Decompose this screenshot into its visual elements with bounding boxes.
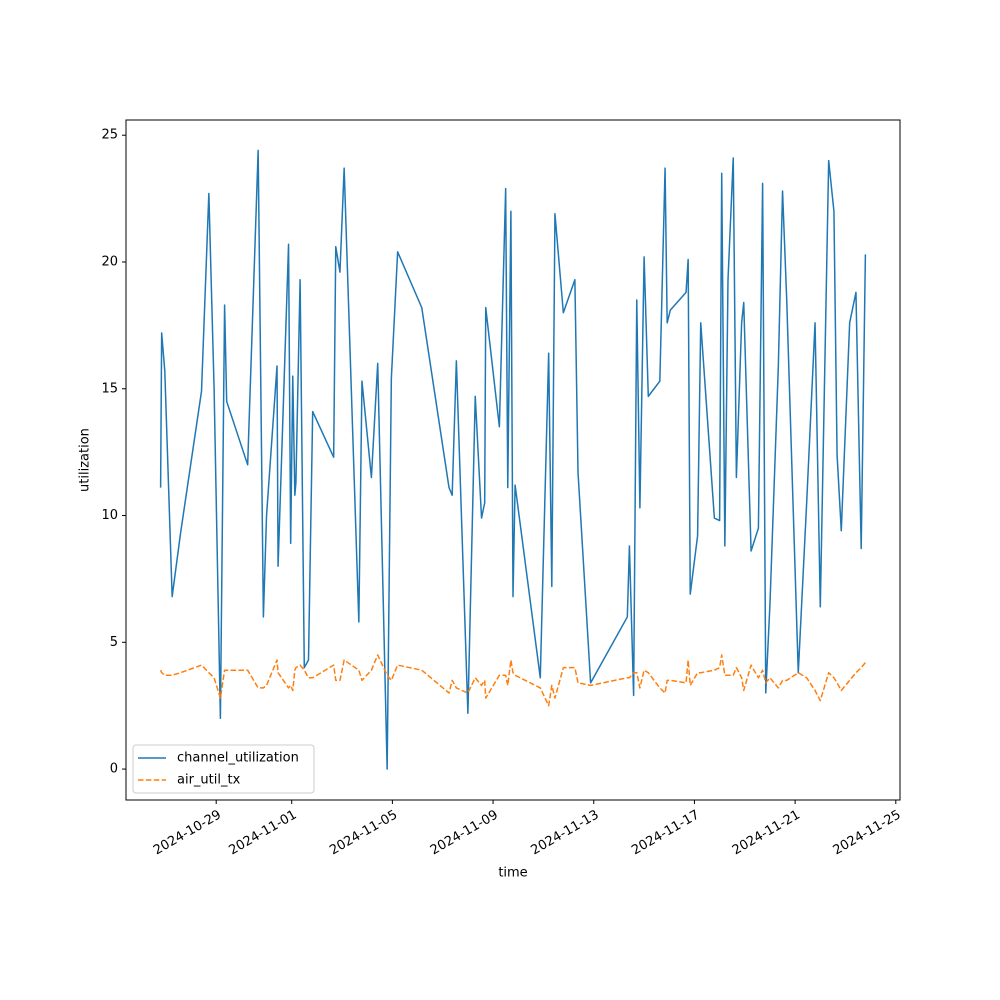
data-line [159, 149, 867, 770]
legend-label: channel_utilization [177, 751, 299, 766]
y-tick-label: 20 [101, 254, 118, 269]
y-axis-label: utilization [78, 428, 93, 492]
data-line [159, 654, 866, 707]
y-tick-label: 0 [110, 762, 118, 777]
legend-box [132, 744, 315, 794]
legend-label: air_util_tx [177, 773, 241, 788]
y-tick-label: 15 [101, 381, 118, 396]
plot-frame [125, 119, 901, 801]
y-tick-label: 5 [110, 635, 118, 650]
y-tick-label: 10 [101, 508, 118, 523]
x-axis-label: time [498, 866, 527, 881]
y-tick-label: 25 [101, 128, 118, 143]
